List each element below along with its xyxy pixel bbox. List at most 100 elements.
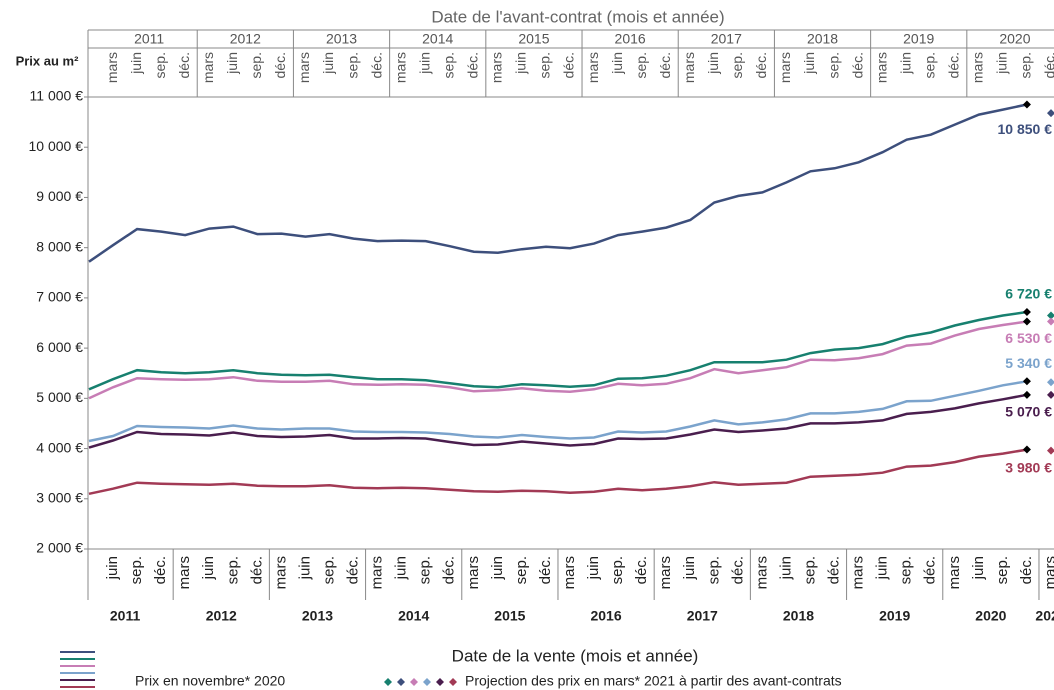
x-tick-label: déc. (633, 556, 650, 584)
x-tick-label: sep. (994, 556, 1011, 584)
last-point (1022, 317, 1031, 326)
y-tick-label: 11 000 € (30, 88, 84, 104)
x-tick-label: mars (946, 556, 963, 589)
top-month-label: mars (392, 52, 408, 83)
top-month-label: sep. (825, 52, 841, 78)
x-tick-label: sep. (898, 556, 915, 584)
top-month-label: juin (609, 52, 625, 75)
top-month-label: mars (777, 52, 793, 83)
x-tick-label: juin (777, 556, 794, 580)
x-tick-label: mars (176, 556, 193, 589)
y-tick-label: 6 000 € (36, 339, 83, 355)
legend-swatch (436, 678, 444, 686)
x-axis-title: Date de la vente (mois et année) (452, 646, 699, 665)
x-tick-label: sep. (513, 556, 530, 584)
top-month-label: sep. (152, 52, 168, 78)
x-tick-label: sep. (417, 556, 434, 584)
x-tick-label: mars (465, 556, 482, 589)
top-month-label: déc. (657, 52, 673, 78)
x-tick-label: mars (657, 556, 674, 589)
x-tick-label: sep. (609, 556, 626, 584)
legend-swatch (410, 678, 418, 686)
x-year-label: 2020 (975, 608, 1006, 624)
value-label: 5 340 € (1005, 355, 1052, 371)
top-month-label: juin (705, 52, 721, 75)
x-year-label: 2014 (398, 608, 429, 624)
top-month-label: déc. (561, 52, 577, 78)
top-month-label: déc. (465, 52, 481, 78)
x-tick-label: mars (369, 556, 386, 589)
x-tick-label: sep. (224, 556, 241, 584)
series-line (88, 320, 1028, 400)
y-tick-label: 10 000 € (29, 138, 84, 154)
legend-swatch (397, 678, 405, 686)
top-month-label: mars (489, 52, 505, 83)
legend-swatch (449, 678, 457, 686)
x-tick-label: juin (200, 556, 217, 580)
x-tick-label: juin (296, 556, 313, 580)
top-year-label: 2015 (518, 31, 549, 47)
top-month-label: déc. (849, 52, 865, 78)
top-year-label: 2012 (230, 31, 261, 47)
x-year-label: 2021 (1035, 608, 1054, 624)
top-month-label: mars (681, 52, 697, 83)
series-line (88, 393, 1028, 449)
x-tick-label: juin (585, 556, 602, 580)
top-month-label: mars (200, 52, 216, 83)
top-axis-title: Date de l'avant-contrat (mois et année) (431, 7, 724, 26)
top-month-label: sep. (248, 52, 264, 78)
x-tick-label: juin (681, 556, 698, 580)
top-month-label: sep. (921, 52, 937, 78)
top-month-label: sep. (344, 52, 360, 78)
legend-swatch (423, 678, 431, 686)
x-tick-label: déc. (1018, 556, 1035, 584)
x-tick-label: juin (393, 556, 410, 580)
last-point (1022, 100, 1031, 109)
top-month-label: juin (320, 52, 336, 75)
projection-point (1047, 311, 1054, 320)
x-year-label: 2015 (494, 608, 525, 624)
top-month-label: mars (873, 52, 889, 83)
top-month-label: déc. (1042, 52, 1054, 78)
projection-point (1047, 317, 1054, 326)
series-line (88, 448, 1028, 496)
x-tick-label: déc. (826, 556, 843, 584)
x-tick-label: déc. (441, 556, 458, 584)
y-tick-label: 4 000 € (36, 439, 83, 455)
top-month-label: déc. (753, 52, 769, 78)
top-year-label: 2016 (615, 31, 646, 47)
x-tick-label: mars (272, 556, 289, 589)
y-tick-label: 8 000 € (36, 238, 83, 254)
last-point (1022, 377, 1031, 386)
legend-label: Prix en novembre* 2020 (135, 673, 285, 689)
projection-point (1047, 446, 1054, 455)
x-year-label: 2012 (206, 608, 237, 624)
x-year-label: 2011 (110, 608, 141, 624)
series-line (88, 310, 1028, 391)
top-month-label: mars (585, 52, 601, 83)
top-month-label: déc. (368, 52, 384, 78)
top-month-label: sep. (440, 52, 456, 78)
projection-point (1047, 109, 1054, 118)
y-tick-label: 2 000 € (36, 540, 83, 556)
x-tick-label: déc. (922, 556, 939, 584)
top-month-label: sep. (729, 52, 745, 78)
x-tick-label: déc. (537, 556, 554, 584)
top-year-label: 2018 (807, 31, 838, 47)
value-label: 10 850 € (998, 121, 1053, 137)
x-tick-label: sep. (801, 556, 818, 584)
x-tick-label: mars (561, 556, 578, 589)
series-line (88, 103, 1028, 263)
x-tick-label: mars (1042, 556, 1054, 589)
top-month-label: déc. (176, 52, 192, 78)
top-year-label: 2020 (999, 31, 1030, 47)
x-year-label: 2017 (687, 608, 718, 624)
top-month-label: mars (970, 52, 986, 83)
value-label: 6 720 € (1005, 286, 1052, 302)
x-year-label: 2016 (590, 608, 621, 624)
top-month-label: déc. (272, 52, 288, 78)
x-year-label: 2018 (783, 608, 814, 624)
top-month-label: sep. (537, 52, 553, 78)
x-year-label: 2013 (302, 608, 333, 624)
